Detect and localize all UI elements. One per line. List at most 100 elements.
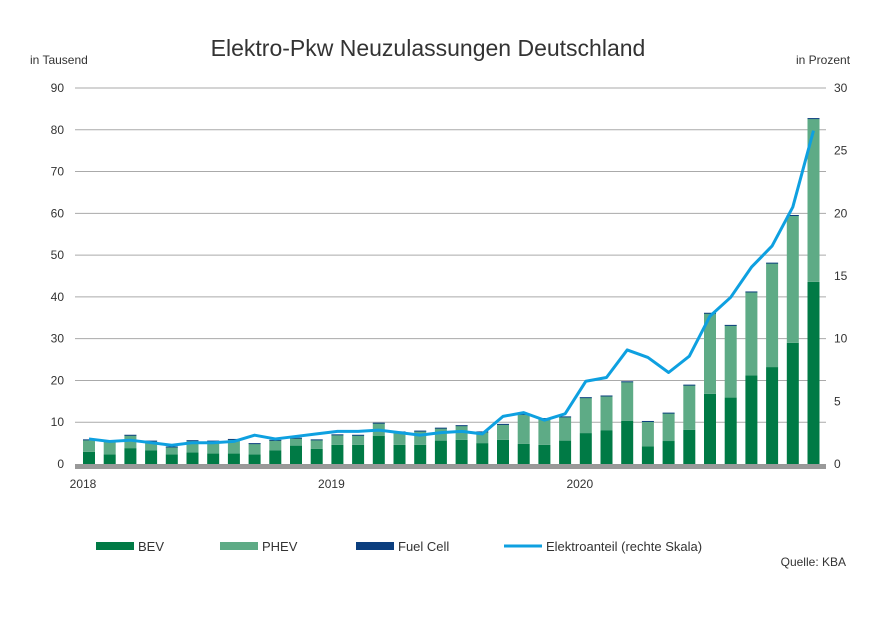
bar-phev [704, 313, 716, 394]
bar-phev [641, 421, 654, 447]
bar-fuel-cell [497, 423, 509, 425]
bar-phev [517, 414, 530, 444]
bar-phev [145, 441, 158, 451]
bar-phev [186, 440, 199, 453]
y-tick-label: 90 [51, 81, 65, 95]
bar-phev [497, 424, 509, 440]
bar-bev [414, 444, 427, 464]
bar-fuel-cell [145, 440, 158, 442]
y2-axis-label: in Prozent [796, 53, 851, 67]
bar-fuel-cell [683, 384, 696, 386]
bar-phev [579, 397, 592, 434]
y2-tick-label: 20 [834, 206, 848, 220]
bar-bev [227, 453, 240, 464]
y2-tick-label: 5 [834, 394, 841, 408]
y-tick-label: 80 [51, 123, 65, 137]
bar-bev [745, 375, 758, 464]
bar-bev [103, 454, 116, 464]
bar-fuel-cell [559, 416, 572, 418]
bar-fuel-cell [662, 412, 675, 414]
bar-fuel-cell [600, 395, 613, 397]
bar-fuel-cell [766, 262, 779, 264]
bar-bev [786, 342, 799, 464]
y-tick-label: 70 [51, 165, 65, 179]
bar-bev [538, 444, 551, 464]
y2-tick-label: 10 [834, 332, 848, 346]
bar-phev [290, 438, 302, 446]
bar-bev [724, 397, 737, 464]
bar-bev [331, 444, 344, 464]
bar-fuel-cell [227, 438, 240, 440]
legend-label: PHEV [262, 539, 298, 554]
bar-fuel-cell [455, 425, 468, 427]
bar-fuel-cell [310, 439, 323, 441]
bar-fuel-cell [248, 443, 261, 445]
y-tick-label: 20 [51, 373, 65, 387]
bar-phev [414, 430, 427, 445]
bar-phev [621, 381, 634, 421]
bar-fuel-cell [165, 446, 178, 448]
legend-swatch [220, 542, 258, 550]
bar-phev [600, 395, 613, 431]
bar-phev [724, 325, 737, 398]
bar-phev [331, 434, 344, 445]
bar-fuel-cell [724, 324, 737, 326]
y-tick-label: 60 [51, 206, 65, 220]
bar-bev [704, 393, 716, 464]
bar-phev [103, 441, 116, 455]
bar-phev [538, 418, 551, 445]
x-tick-label: 2020 [566, 477, 593, 491]
bar-bev [517, 443, 530, 464]
legend-label: Elektroanteil (rechte Skala) [546, 539, 702, 554]
bar-fuel-cell [290, 437, 302, 439]
bar-fuel-cell [476, 431, 489, 433]
y2-tick-label: 15 [834, 269, 848, 283]
legend-swatch [356, 542, 394, 550]
bar-fuel-cell [414, 430, 427, 432]
bar-bev [476, 443, 489, 464]
bar-bev [186, 452, 199, 464]
bar-bev [393, 444, 406, 464]
bar-phev [393, 431, 406, 445]
bar-bev [165, 454, 178, 464]
legend-swatch [96, 542, 134, 550]
y-tick-label: 0 [57, 457, 64, 471]
bar-phev [745, 291, 758, 376]
line-elektroanteil [88, 130, 815, 447]
bar-bev [372, 436, 385, 464]
bar-bev [497, 439, 509, 464]
bar-fuel-cell [517, 413, 530, 415]
bar-fuel-cell [124, 434, 137, 436]
bar-bev [290, 445, 302, 464]
bar-bev [579, 433, 592, 464]
legend-label: Fuel Cell [398, 539, 449, 554]
bar-bev [683, 429, 696, 464]
bar-bev [600, 430, 613, 464]
source-note: Quelle: KBA [781, 555, 846, 569]
bar-bev [145, 450, 158, 464]
bar-phev [683, 385, 696, 430]
bar-phev [83, 439, 95, 452]
bar-bev [83, 451, 95, 464]
bar-fuel-cell [372, 422, 385, 424]
bar-fuel-cell [207, 440, 220, 442]
bar-bev [455, 439, 468, 464]
bar-fuel-cell [807, 118, 820, 120]
bar-bev [662, 441, 675, 464]
y2-tick-label: 25 [834, 144, 848, 158]
bar-fuel-cell [621, 381, 634, 383]
bar-bev [766, 367, 779, 464]
bar-bev [269, 450, 282, 464]
bar-fuel-cell [579, 397, 592, 399]
bar-bev [434, 440, 447, 464]
bar-phev [352, 435, 365, 445]
y2-tick-label: 0 [834, 457, 841, 471]
y-tick-label: 50 [51, 248, 65, 262]
bar-phev [165, 446, 178, 455]
y-tick-label: 40 [51, 290, 65, 304]
bar-bev [807, 281, 820, 464]
bar-phev [269, 440, 282, 451]
bar-fuel-cell [745, 291, 758, 293]
legend-label: BEV [138, 539, 164, 554]
